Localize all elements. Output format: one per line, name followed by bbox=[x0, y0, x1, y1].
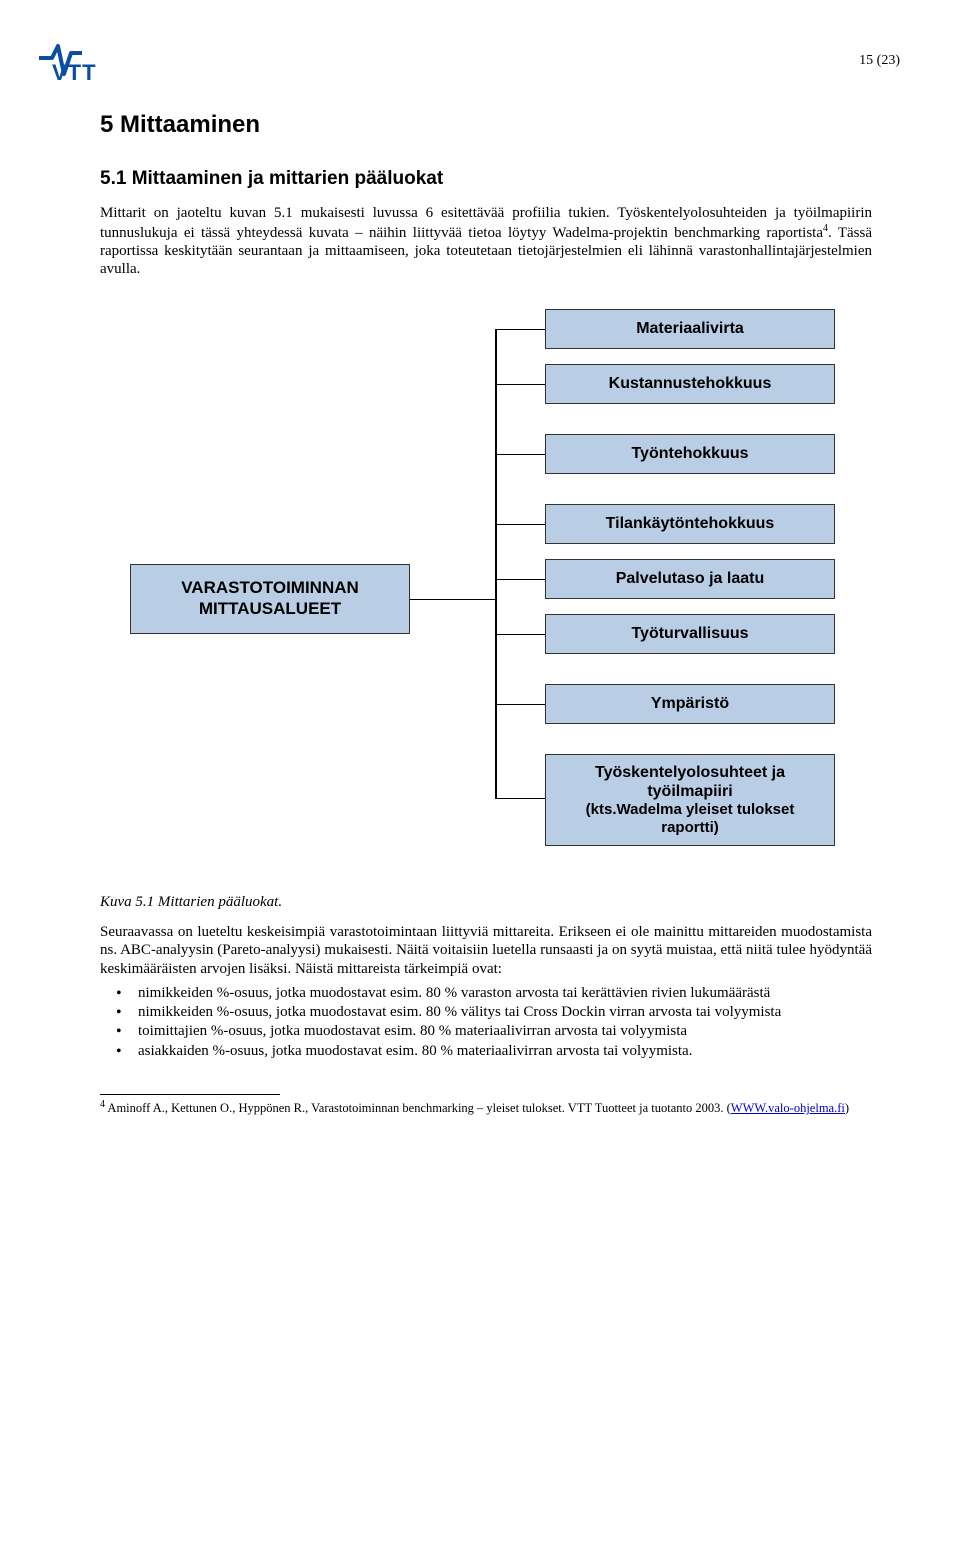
paragraph-list-intro: Seuraavassa on lueteltu keskeisimpiä var… bbox=[100, 923, 872, 978]
diagram-item-tyoskentelyolosuhteet: Työskentelyolosuhteet ja työilmapiiri (k… bbox=[545, 754, 835, 846]
diagram-connector bbox=[410, 599, 495, 601]
diagram-item-materiaalivirta: Materiaalivirta bbox=[545, 309, 835, 349]
diagram-connector bbox=[495, 634, 545, 636]
footnote-link[interactable]: WWW.valo-ohjelma.fi bbox=[731, 1101, 845, 1115]
paragraph-intro: Mittarit on jaoteltu kuvan 5.1 mukaisest… bbox=[100, 204, 872, 278]
list-item: toimittajien %-osuus, jotka muodostavat … bbox=[138, 1022, 872, 1040]
diagram-connector bbox=[495, 384, 545, 386]
footnote-text-b: ) bbox=[845, 1101, 849, 1115]
diagram-mittausalueet: VARASTOTOIMINNAN MITTAUSALUEET Materiaal… bbox=[100, 299, 860, 889]
list-item: nimikkeiden %-osuus, jotka muodostavat e… bbox=[138, 1003, 872, 1021]
diagram-connector bbox=[495, 524, 545, 526]
footnote: 4 Aminoff A., Kettunen O., Hyppönen R., … bbox=[100, 1099, 872, 1117]
diagram-connector bbox=[495, 798, 545, 800]
diagram-connector bbox=[495, 329, 545, 331]
page-number: 15 (23) bbox=[859, 52, 900, 69]
bullet-list: nimikkeiden %-osuus, jotka muodostavat e… bbox=[100, 984, 872, 1060]
svg-text:VTT: VTT bbox=[52, 60, 97, 85]
diagram-item-tyontehokkuus: Työntehokkuus bbox=[545, 434, 835, 474]
diagram-connector bbox=[495, 579, 545, 581]
diagram-connector bbox=[495, 329, 497, 799]
diagram-connector bbox=[495, 454, 545, 456]
diagram-connector bbox=[495, 704, 545, 706]
footnote-text-a: Aminoff A., Kettunen O., Hyppönen R., Va… bbox=[105, 1101, 731, 1115]
diagram-item-ymparisto: Ympäristö bbox=[545, 684, 835, 724]
diagram-last-title: Työskentelyolosuhteet ja työilmapiiri bbox=[556, 763, 824, 801]
diagram-item-palvelutaso: Palvelutaso ja laatu bbox=[545, 559, 835, 599]
heading-section: 5 Mittaaminen bbox=[100, 110, 872, 139]
list-item: asiakkaiden %-osuus, jotka muodostavat e… bbox=[138, 1042, 872, 1060]
diagram-root-box: VARASTOTOIMINNAN MITTAUSALUEET bbox=[130, 564, 410, 634]
vtt-logo: VTT bbox=[38, 40, 128, 93]
heading-subsection: 5.1 Mittaaminen ja mittarien pääluokat bbox=[100, 167, 872, 190]
figure-caption: Kuva 5.1 Mittarien pääluokat. bbox=[100, 893, 872, 911]
diagram-item-kustannustehokkuus: Kustannustehokkuus bbox=[545, 364, 835, 404]
para1-a: Mittarit on jaoteltu kuvan 5.1 mukaisest… bbox=[100, 205, 872, 240]
diagram-item-tilankayttotehokkuus: Tilankäytöntehokkuus bbox=[545, 504, 835, 544]
diagram-item-tyoturvallisuus: Työturvallisuus bbox=[545, 614, 835, 654]
footnote-separator bbox=[100, 1094, 280, 1095]
diagram-last-sub: (kts.Wadelma yleiset tulokset raportti) bbox=[556, 801, 824, 837]
list-item: nimikkeiden %-osuus, jotka muodostavat e… bbox=[138, 984, 872, 1002]
